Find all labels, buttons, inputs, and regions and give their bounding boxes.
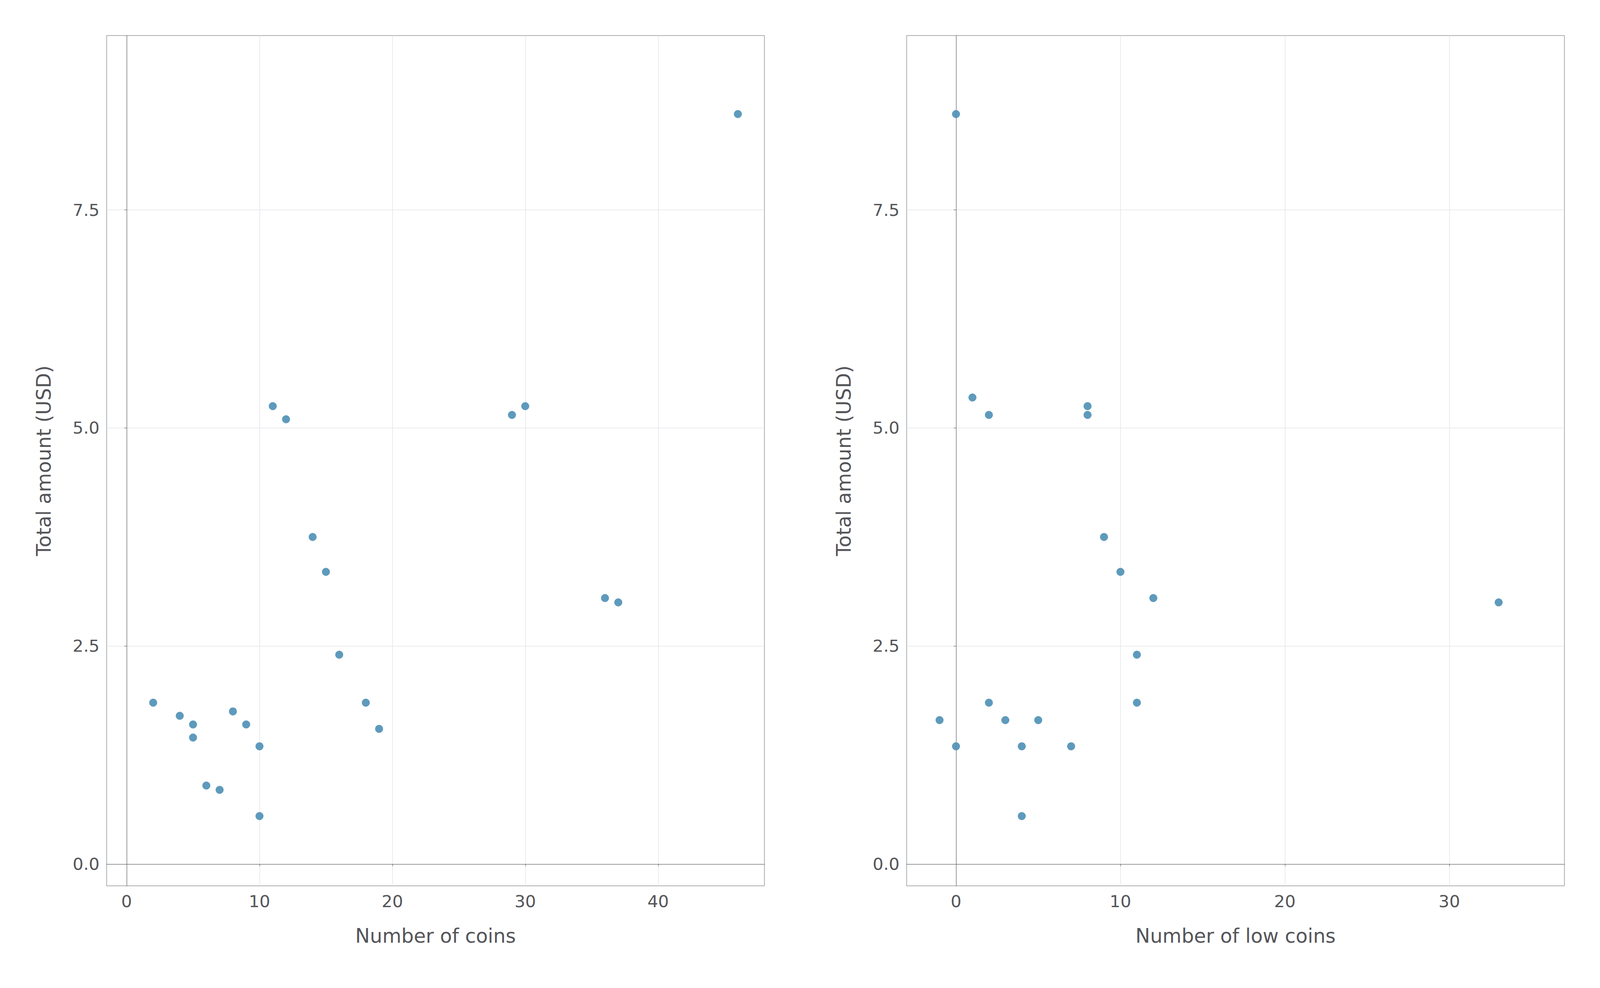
svg-text:30: 30 (1438, 892, 1460, 912)
svg-text:5.0: 5.0 (872, 418, 900, 438)
svg-text:2.5: 2.5 (72, 636, 100, 656)
svg-text:10: 10 (248, 892, 271, 912)
svg-text:0.0: 0.0 (872, 854, 900, 875)
svg-text:Number of coins: Number of coins (355, 924, 516, 948)
svg-text:2.5: 2.5 (872, 636, 900, 656)
svg-text:Total amount (USD): Total amount (USD) (32, 365, 56, 557)
svg-text:10: 10 (1109, 892, 1132, 912)
svg-text:Number of low coins: Number of low coins (1135, 924, 1336, 948)
svg-text:0: 0 (121, 892, 132, 912)
svg-text:0.0: 0.0 (72, 854, 100, 875)
svg-text:7.5: 7.5 (872, 200, 900, 220)
svg-text:5.0: 5.0 (72, 418, 100, 438)
svg-text:20: 20 (1274, 892, 1296, 912)
svg-text:Total amount (USD): Total amount (USD) (832, 365, 856, 557)
svg-text:7.5: 7.5 (72, 200, 100, 220)
svg-text:40: 40 (647, 892, 669, 912)
svg-text:0: 0 (950, 892, 962, 912)
svg-text:20: 20 (381, 892, 404, 912)
svg-text:30: 30 (514, 892, 536, 912)
